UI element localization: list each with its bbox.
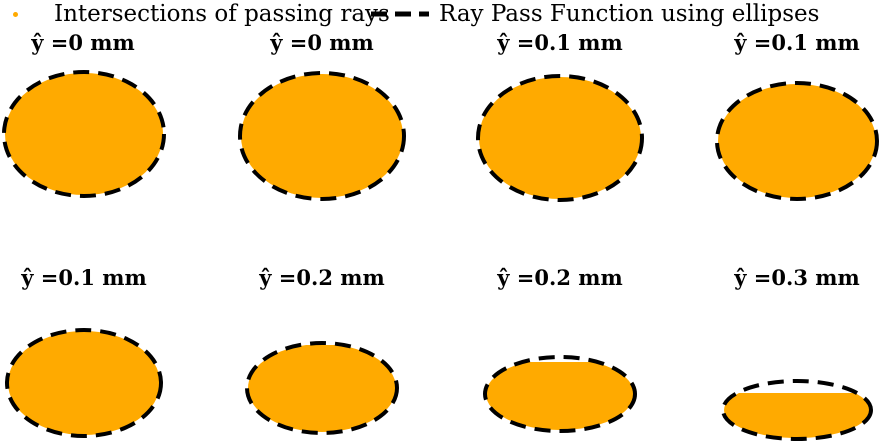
panel-title: ŷ =0.1 mm	[497, 30, 622, 55]
panel-title: ŷ =0.2 mm	[497, 265, 622, 290]
panel-title: ŷ =0 mm	[31, 30, 134, 55]
panel-title: ŷ =0.2 mm	[259, 265, 384, 290]
panel-title: ŷ =0 mm	[270, 30, 373, 55]
panel-title: ŷ =0.1 mm	[21, 265, 146, 290]
panel-title: ŷ =0.1 mm	[734, 30, 859, 55]
panel-title: ŷ =0.3 mm	[734, 265, 859, 290]
